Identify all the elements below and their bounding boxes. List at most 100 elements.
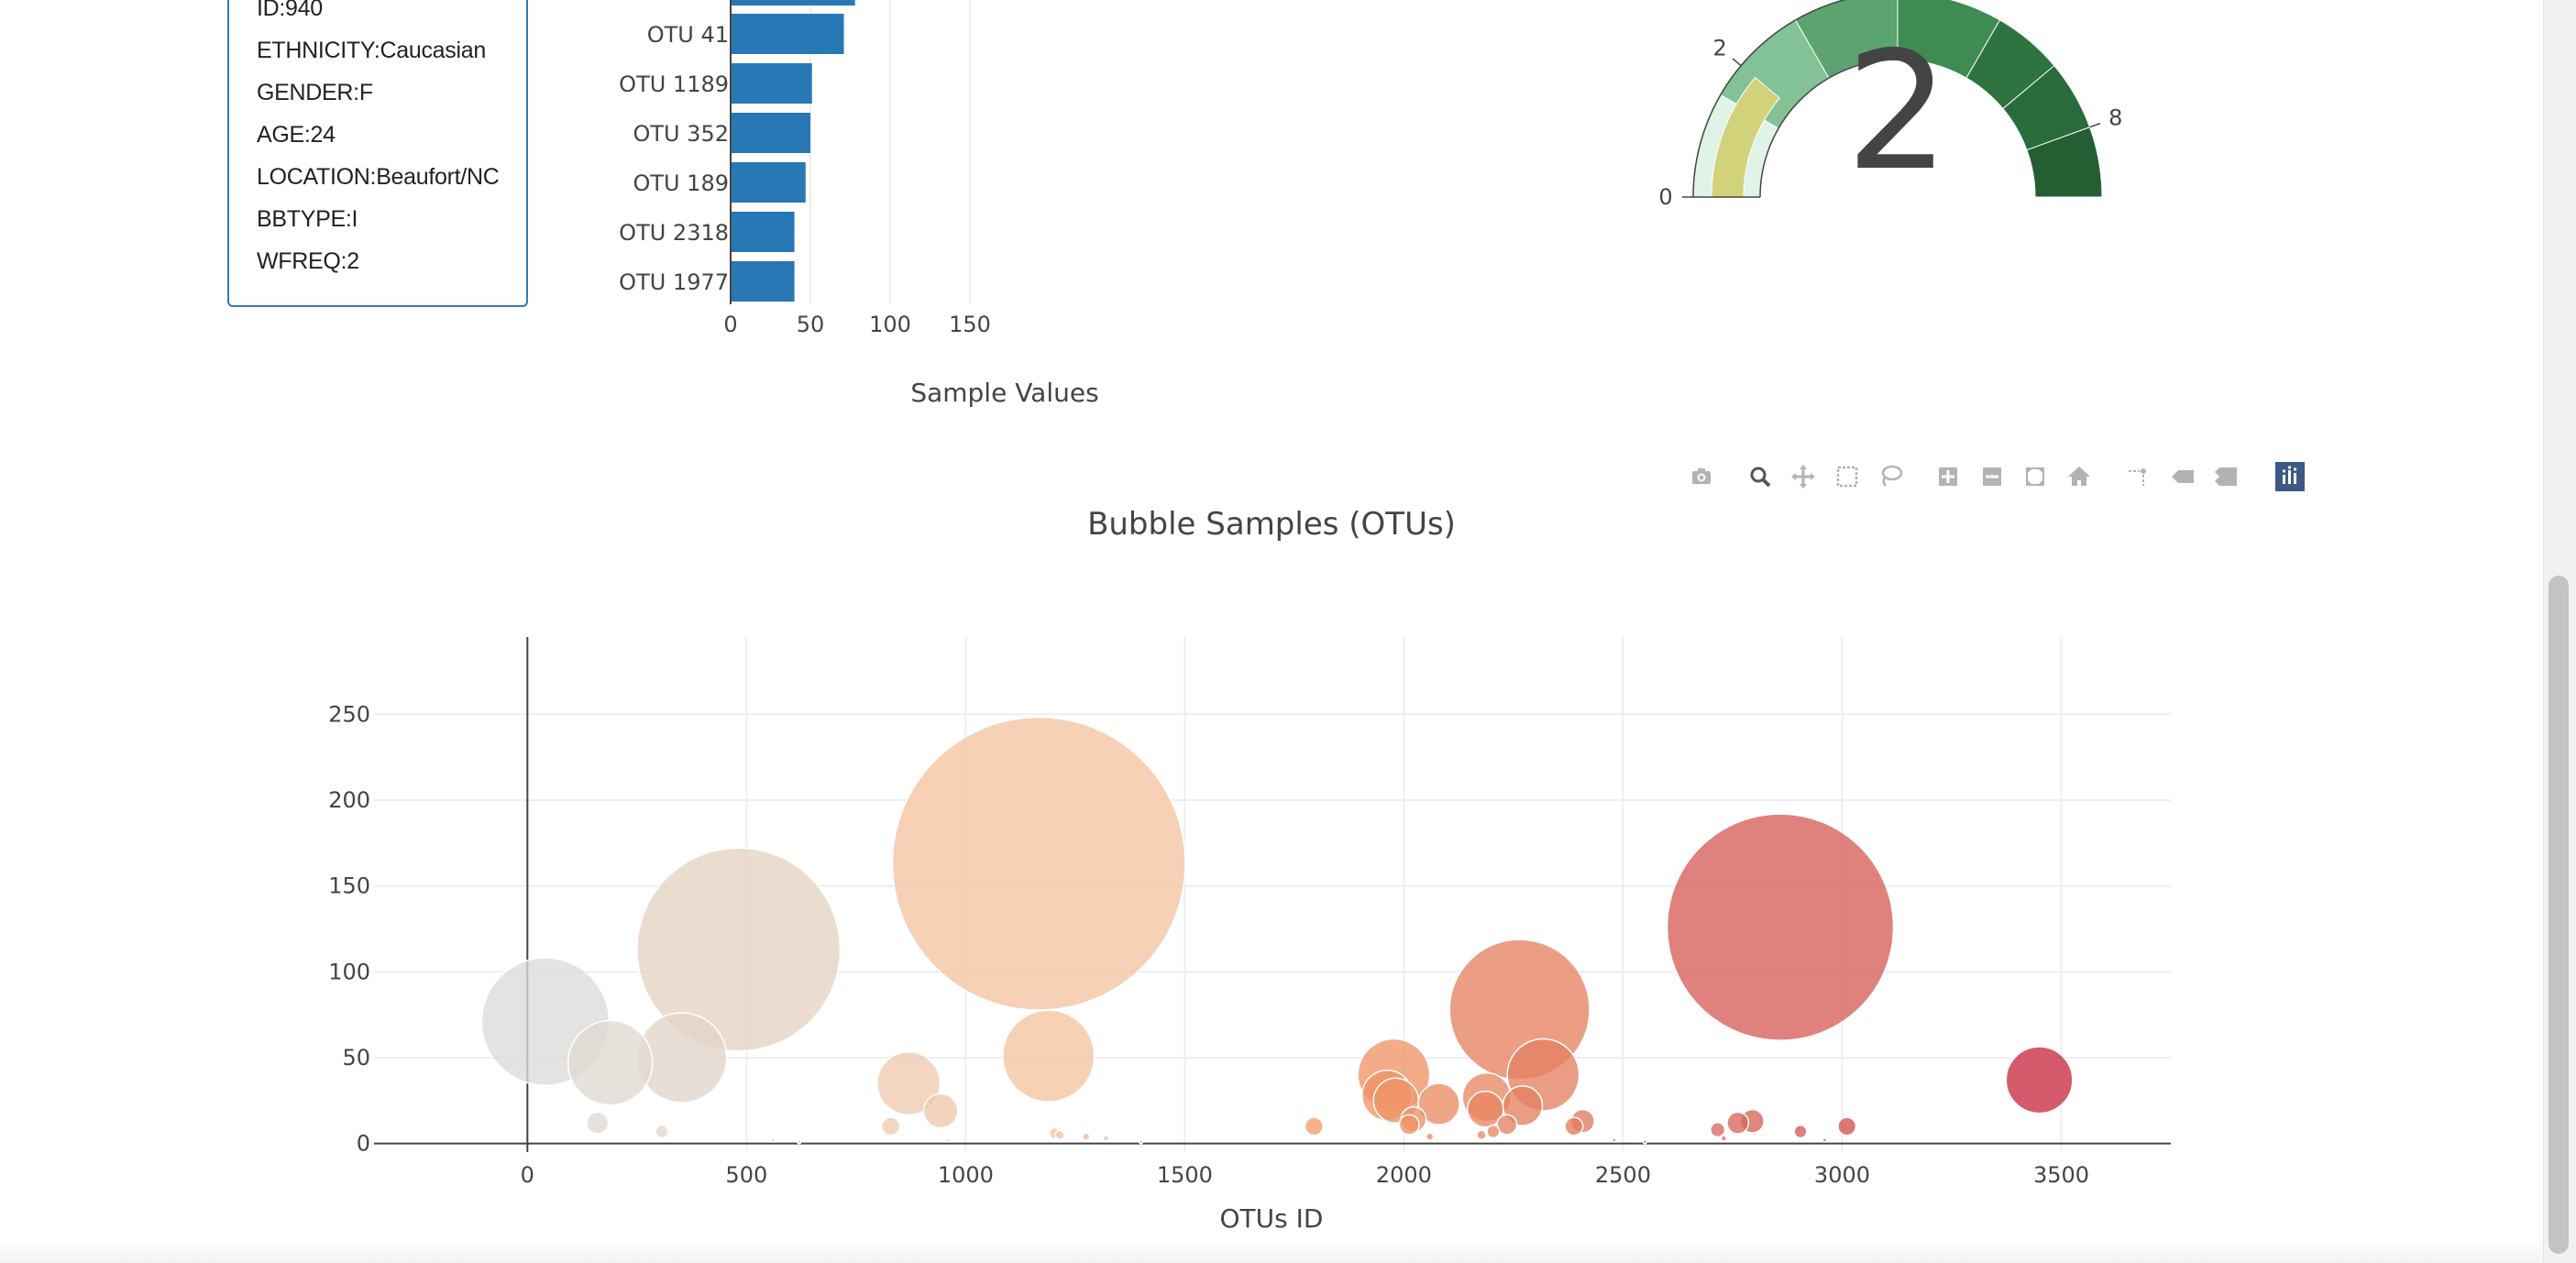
scrollbar-thumb[interactable] bbox=[2548, 576, 2569, 1254]
bubble-point bbox=[1612, 1137, 1617, 1143]
y-tick-label: 50 bbox=[342, 1045, 370, 1071]
y-tick-label: 200 bbox=[328, 787, 370, 813]
bubble-point bbox=[1564, 1116, 1584, 1137]
y-tick-label: OTU 41 bbox=[647, 22, 729, 48]
demographic-value: I bbox=[351, 206, 358, 232]
bubble-point bbox=[1466, 1090, 1504, 1128]
y-tick-label: 250 bbox=[328, 701, 370, 727]
camera-icon[interactable] bbox=[1685, 460, 1718, 493]
bubble-point bbox=[586, 1111, 610, 1135]
bubble-point bbox=[770, 1137, 776, 1143]
lasso-select-icon[interactable] bbox=[1874, 460, 1907, 493]
pan-icon[interactable] bbox=[1787, 460, 1820, 493]
gauge-tick-label: 2 bbox=[1713, 35, 1727, 60]
bar bbox=[731, 14, 844, 54]
gauge-tick-label: 0 bbox=[1658, 184, 1672, 210]
bubble-chart: Bubble Samples (OTUs)0 500 1000 1500 2000 250… bbox=[328, 506, 2171, 1234]
gauge-value: 2 bbox=[1845, 16, 1949, 206]
hover-closest-icon[interactable] bbox=[2166, 460, 2199, 493]
x-tick-label: 3500 bbox=[2033, 1162, 2089, 1188]
bar-chart: OTU 41 OTU 1189 OTU 352 OTU 189 OTU 2318 OTU … bbox=[619, 0, 1099, 408]
bubble-point bbox=[1486, 1124, 1501, 1139]
bubble-point bbox=[1710, 1122, 1726, 1138]
bubble-point bbox=[876, 1051, 941, 1116]
page-bottom-edge bbox=[0, 1239, 2543, 1263]
demographic-item: WFREQ:2 bbox=[257, 240, 499, 282]
gauge-value-bar bbox=[1711, 76, 1781, 198]
bubble-point bbox=[945, 1137, 951, 1143]
gauge-tick-label: 8 bbox=[2108, 104, 2122, 130]
x-tick-label: 3000 bbox=[1814, 1162, 1870, 1188]
x-tick-label: 1500 bbox=[1157, 1162, 1213, 1188]
demographic-info-list: ID:940 ETHNICITY:Caucasian GENDER:F AGE:24 L… bbox=[257, 0, 500, 282]
box-select-icon[interactable] bbox=[1831, 460, 1864, 493]
bar bbox=[731, 162, 806, 203]
bar bbox=[731, 212, 795, 252]
plotly-logo-icon[interactable] bbox=[2273, 460, 2306, 493]
bubble-point bbox=[1720, 1135, 1728, 1142]
y-tick-label: OTU 352 bbox=[633, 121, 729, 147]
demographic-value: 940 bbox=[285, 0, 323, 21]
demographic-value: 2 bbox=[347, 248, 359, 274]
demographic-item: BBTYPE:I bbox=[257, 198, 499, 240]
chart-title: Bubble Samples (OTUs) bbox=[1087, 506, 1456, 543]
x-tick-label: 100 bbox=[869, 312, 911, 337]
x-tick-label: 150 bbox=[949, 312, 991, 337]
bubble-point bbox=[1417, 1082, 1460, 1126]
gauge-step bbox=[2026, 126, 2103, 198]
zoom-in-icon[interactable] bbox=[1932, 460, 1965, 493]
y-tick-label: 0 bbox=[357, 1131, 370, 1157]
demographic-label: BBTYPE: bbox=[257, 206, 352, 232]
y-tick-label: 150 bbox=[328, 873, 370, 899]
x-tick-label: 50 bbox=[797, 312, 825, 337]
zoom-icon[interactable] bbox=[1744, 460, 1777, 493]
demographic-item: ID:940 bbox=[257, 0, 499, 29]
bubble-point bbox=[567, 1019, 654, 1106]
bubble-point bbox=[1642, 1139, 1648, 1145]
bubble-point bbox=[1138, 1139, 1144, 1145]
spike-lines-icon[interactable] bbox=[2121, 460, 2154, 493]
bubble-point bbox=[891, 716, 1186, 1011]
x-axis-title: OTUs ID bbox=[1220, 1203, 1324, 1234]
bubble-point bbox=[1726, 1111, 1750, 1135]
x-tick-label: 2000 bbox=[1376, 1162, 1432, 1188]
x-axis-title: Sample Values bbox=[910, 378, 1098, 408]
bubble-point bbox=[1398, 1114, 1420, 1136]
bubble-point bbox=[2005, 1046, 2074, 1115]
bubble-point bbox=[655, 1124, 669, 1139]
demographic-info-panel: ID:940 ETHNICITY:Caucasian GENDER:F AGE:24 L… bbox=[227, 0, 528, 307]
y-tick-label: OTU 1189 bbox=[619, 71, 729, 97]
hover-compare-icon[interactable] bbox=[2209, 460, 2242, 493]
y-tick-label: 100 bbox=[328, 959, 370, 984]
bar bbox=[731, 113, 810, 153]
gauge-tick bbox=[1732, 58, 1742, 67]
zoom-out-icon[interactable] bbox=[1976, 460, 2009, 493]
x-tick-label: 0 bbox=[723, 312, 737, 337]
bubble-point bbox=[922, 1093, 959, 1129]
bar bbox=[731, 63, 812, 104]
bar bbox=[731, 261, 795, 302]
bubble-point bbox=[796, 1139, 802, 1145]
bubble-point bbox=[1837, 1116, 1857, 1137]
autoscale-icon[interactable] bbox=[2019, 460, 2052, 493]
x-tick-label: 1000 bbox=[938, 1162, 994, 1188]
bubble-point bbox=[1666, 813, 1895, 1041]
bubble-point bbox=[1304, 1116, 1324, 1137]
demographic-value: Beaufort/NC bbox=[376, 164, 500, 190]
demographic-label: ID: bbox=[257, 0, 286, 21]
demographic-value: 24 bbox=[310, 122, 336, 148]
reset-axes-icon[interactable] bbox=[2063, 460, 2096, 493]
demographic-label: AGE: bbox=[257, 122, 311, 148]
gauge-chart: 0 2 8 2 bbox=[1658, 0, 2122, 210]
demographic-value: Caucasian bbox=[380, 38, 487, 63]
demographic-item: AGE:24 bbox=[257, 114, 499, 156]
bubble-point bbox=[1425, 1132, 1435, 1141]
bubble-point bbox=[1793, 1124, 1808, 1139]
gauge-tick bbox=[2089, 122, 2101, 128]
chart-modebar bbox=[1685, 460, 2310, 493]
bubble-point bbox=[1476, 1129, 1487, 1140]
y-tick-label: OTU 1977 bbox=[619, 269, 729, 295]
y-tick-label: OTU 2318 bbox=[619, 220, 729, 246]
bubble-point bbox=[1102, 1135, 1110, 1142]
gauge-outline bbox=[1759, 59, 1899, 198]
